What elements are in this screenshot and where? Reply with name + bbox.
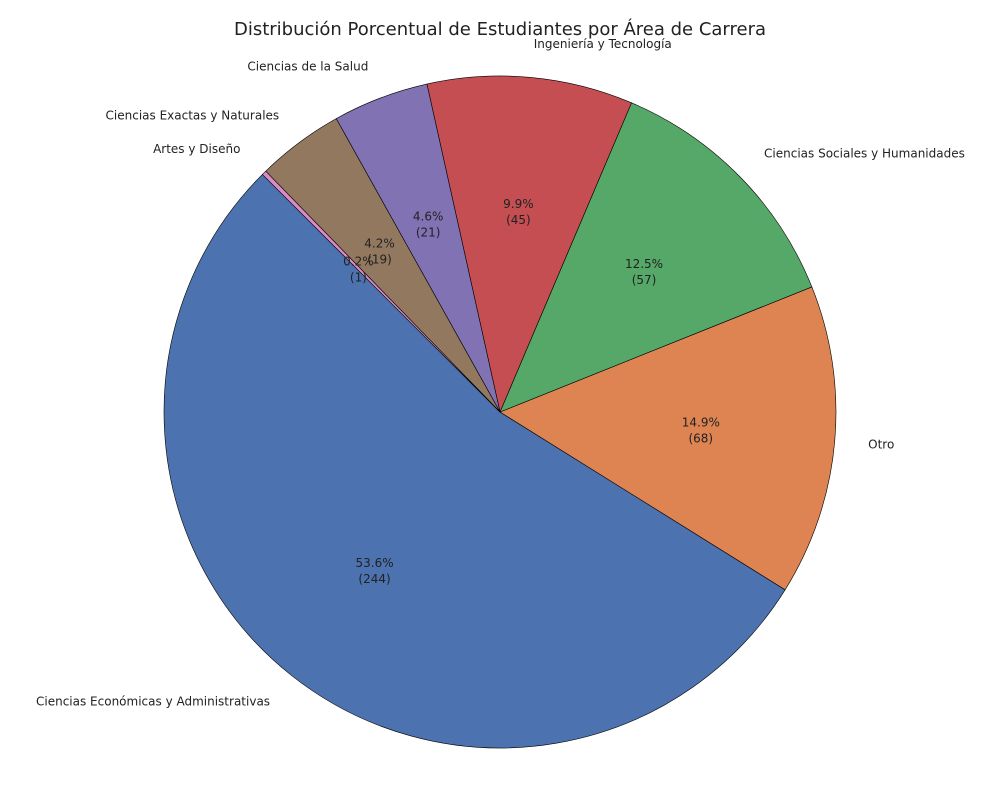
slice-value-label: 12.5% (57) [625, 257, 663, 287]
pie-slice-3 [426, 75, 632, 413]
slice-value-label: 9.9% (45) [503, 197, 534, 227]
pie-slice-2 [499, 102, 813, 413]
category-labels: Ciencias Económicas y Administrativas Otr… [36, 37, 965, 708]
slice-category-label: Ciencias Exactas y Naturales [106, 109, 280, 123]
slice-value-label: 4.2% (19) [364, 236, 395, 266]
slice-value-label: 53.6% (244) [356, 556, 394, 586]
pie-slice-6 [261, 170, 501, 413]
slice-category-label: Ingeniería y Tecnología [534, 37, 672, 51]
pie-slice-1 [499, 286, 837, 591]
slice-value-label: 4.6% (21) [413, 210, 444, 240]
slice-category-label: Ciencias de la Salud [247, 60, 368, 74]
slice-value-label: 14.9% (68) [682, 416, 720, 446]
slice-category-label: Artes y Diseño [153, 142, 240, 156]
slice-value-label: 0.2% (1) [343, 254, 374, 284]
percent-labels: 53.6% (244) 14.9% (68) 12.5% (57) 9.9% (45) 4.6%… [343, 197, 720, 586]
chart-title: Distribución Porcentual de Estudiantes p… [234, 18, 766, 40]
slice-category-label: Otro [868, 437, 894, 451]
pie-slices [163, 75, 837, 749]
slice-category-label: Ciencias Económicas y Administrativas [36, 694, 270, 708]
pie-slice-0 [163, 173, 786, 749]
slice-category-label: Ciencias Sociales y Humanidades [764, 146, 965, 160]
